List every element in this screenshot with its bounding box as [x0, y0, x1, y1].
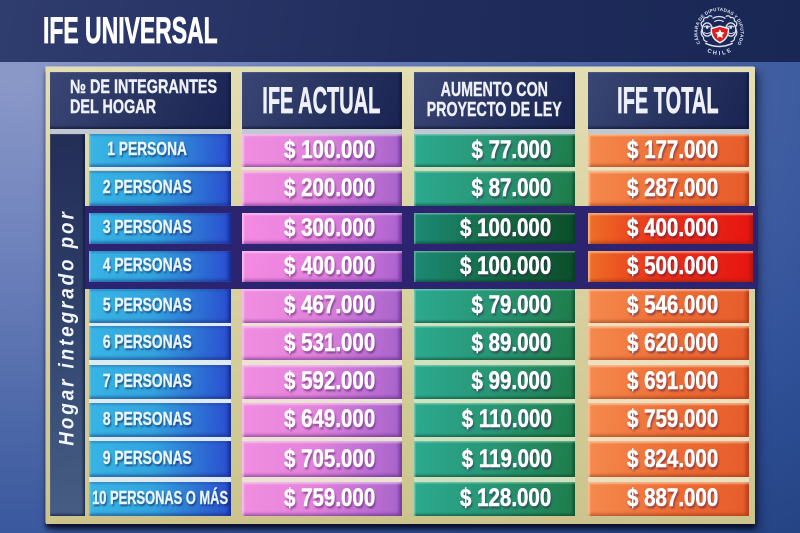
svg-text:CHILE: CHILE: [706, 46, 734, 56]
